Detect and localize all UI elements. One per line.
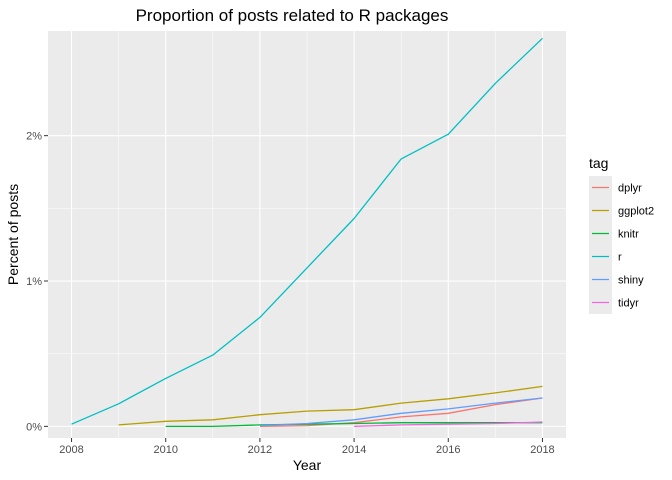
series-line-shiny	[259, 397, 543, 427]
x-tick-label: 2010	[153, 444, 177, 456]
x-tick-label: 2008	[59, 444, 83, 456]
series-line-dplyr	[259, 397, 543, 428]
y-axis: 0% 1% 2%	[26, 131, 48, 433]
x-tick-label: 2018	[530, 444, 554, 456]
series-line-r	[71, 37, 543, 425]
series-line-knitr	[165, 422, 543, 428]
x-tick-label: 2014	[342, 444, 366, 456]
grid-lines	[48, 31, 566, 438]
y-tick-label: 1%	[26, 276, 42, 288]
x-axis: 2008 2010 2012 2014 2016 2018	[59, 438, 555, 456]
y-tick-label: 2%	[26, 131, 42, 143]
x-tick-label: 2012	[248, 444, 272, 456]
legend-label-knitr: knitr	[618, 229, 639, 241]
x-tick-label: 2016	[436, 444, 460, 456]
legend-label-tidyr: tidyr	[618, 298, 639, 310]
legend-label-shiny: shiny	[618, 275, 644, 287]
legend: tag dplyr ggplot2 knitr r shiny tidyr	[589, 155, 654, 314]
x-axis-title: Year	[293, 457, 322, 473]
legend-label-ggplot2: ggplot2	[618, 206, 654, 218]
series-line-ggplot2	[118, 385, 543, 426]
y-tick-label: 0%	[26, 421, 42, 433]
series-lines	[71, 37, 543, 428]
chart-title: Proportion of posts related to R package…	[136, 6, 449, 25]
y-axis-title: Percent of posts	[5, 184, 21, 285]
series-line-tidyr	[354, 421, 543, 428]
legend-title: tag	[589, 155, 608, 171]
legend-label-r: r	[618, 252, 622, 264]
legend-label-dplyr: dplyr	[618, 183, 642, 195]
